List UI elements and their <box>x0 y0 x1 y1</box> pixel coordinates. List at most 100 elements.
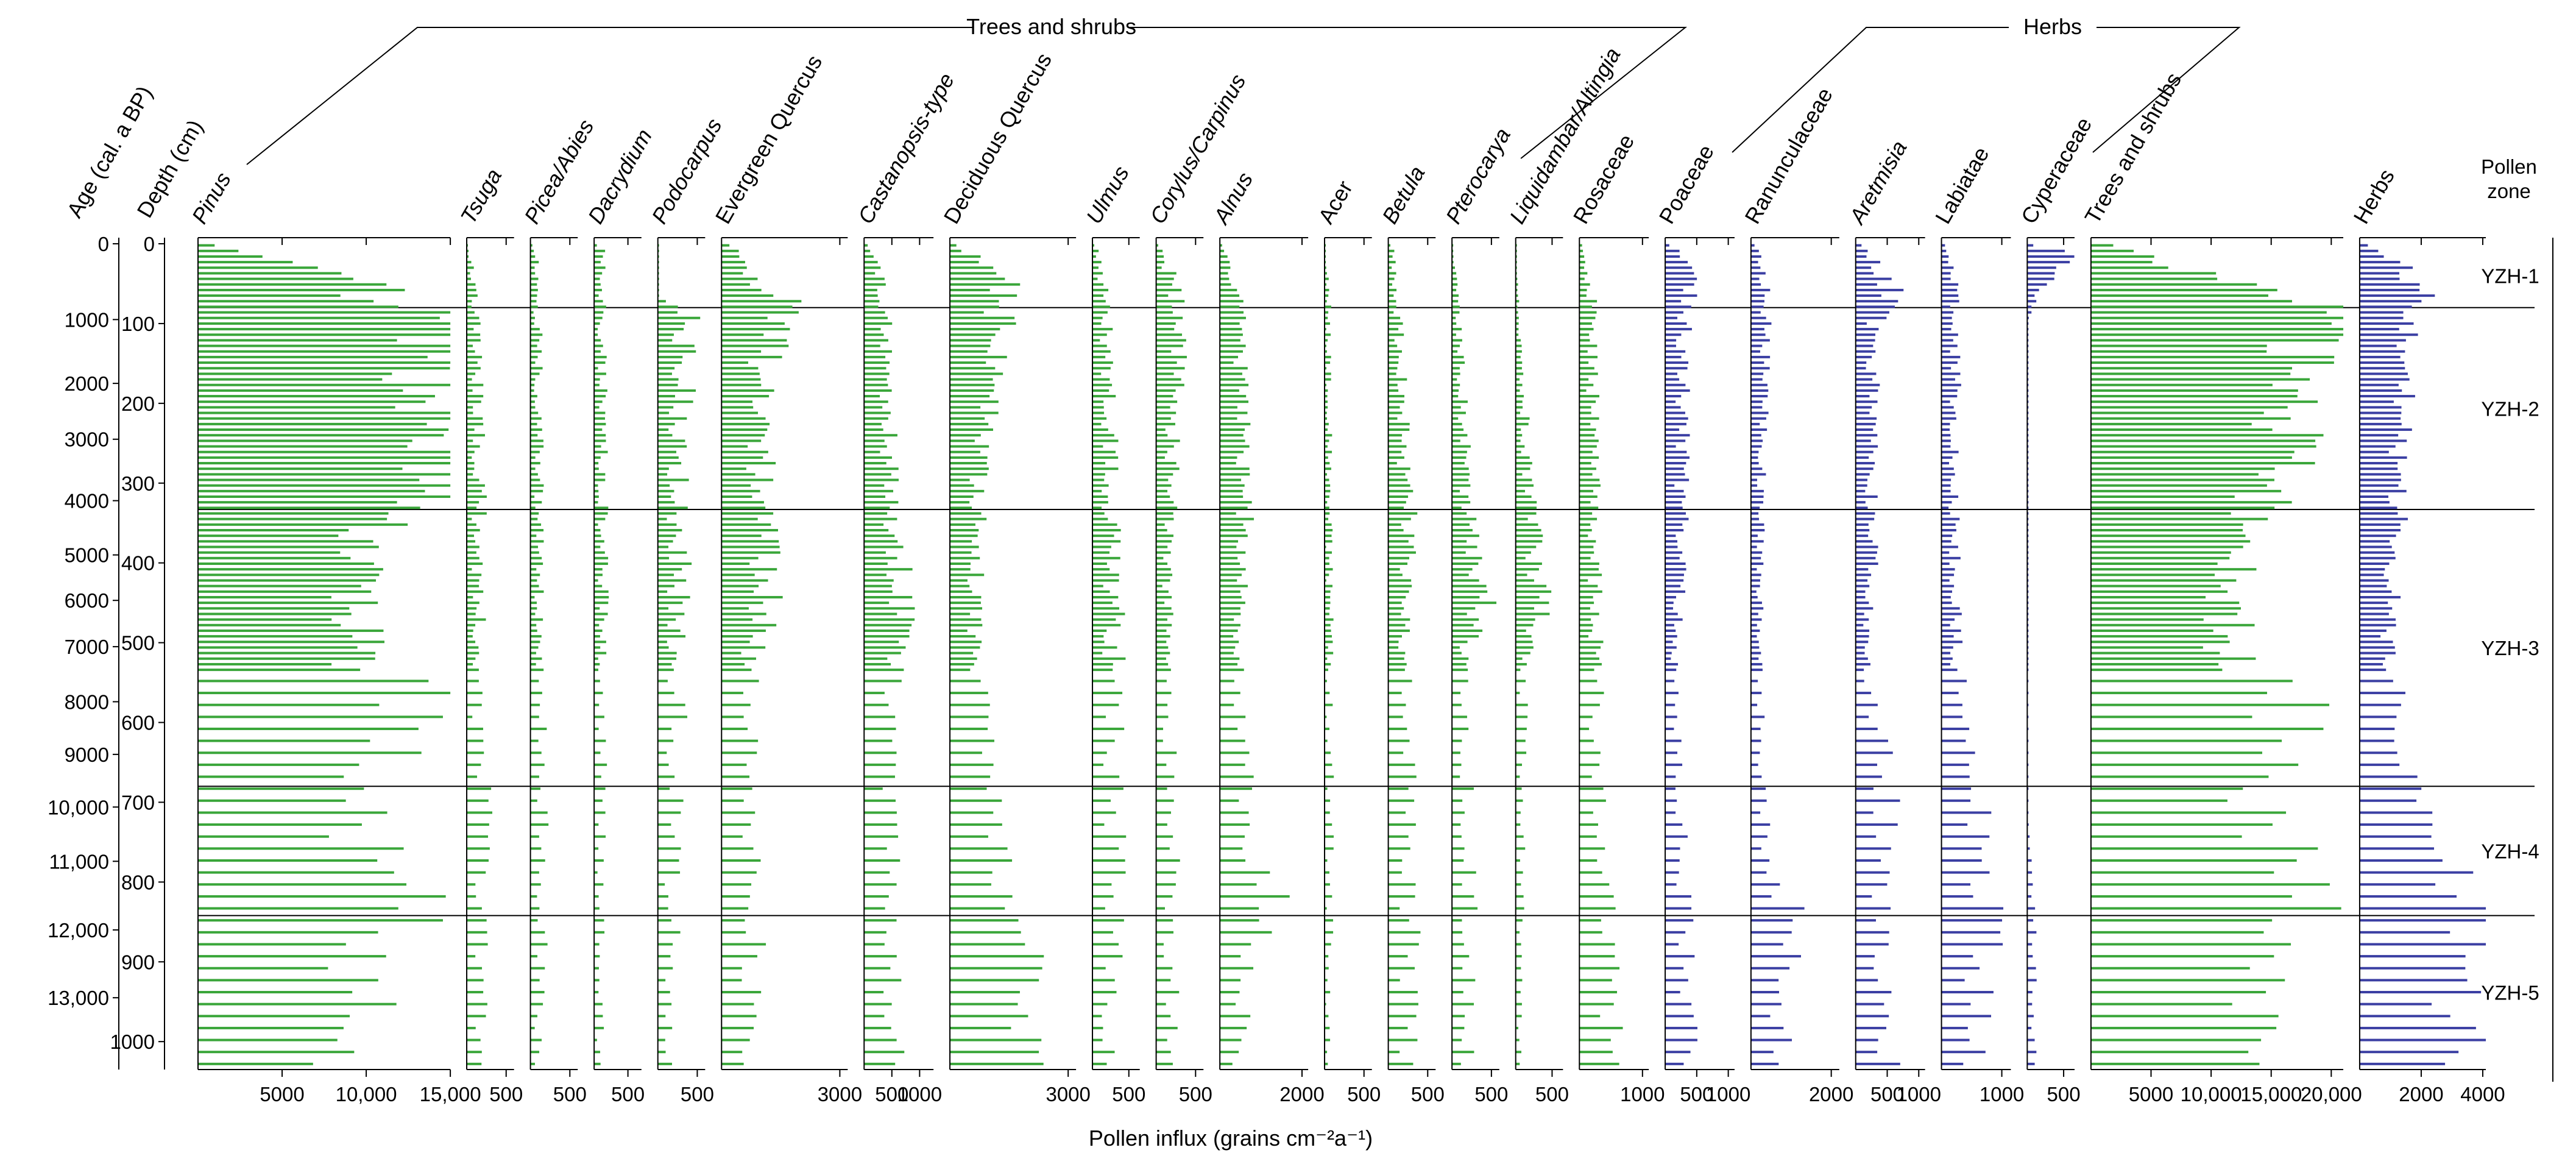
pollen-bar <box>1750 311 1761 314</box>
pollen-bar <box>1092 506 1102 509</box>
pollen-bar <box>2359 272 2399 275</box>
pollen-bar <box>2090 1003 2232 1006</box>
pollen-bar <box>864 540 898 543</box>
pollen-bar <box>1388 288 1397 291</box>
pollen-bar <box>1941 389 1958 392</box>
pollen-bar <box>1156 680 1167 683</box>
pollen-bar <box>1388 595 1406 598</box>
pollen-bar <box>2027 1015 2034 1018</box>
pollen-bar <box>1941 646 1953 649</box>
pollen-bar <box>1579 311 1597 314</box>
pollen-bar <box>1092 395 1116 398</box>
pollen-bar <box>1325 907 1327 910</box>
pollen-bar <box>864 1051 905 1054</box>
pollen-bar <box>864 799 896 802</box>
pollen-bar <box>1855 305 1895 308</box>
pollen-bar <box>1515 579 1534 582</box>
taxon-label: Liquidambar/Altingia <box>1504 43 1626 228</box>
pollen-bar <box>1579 400 1596 403</box>
pollen-bar <box>1665 662 1679 665</box>
pollen-bar <box>657 641 667 644</box>
pollen-bar <box>1452 328 1462 331</box>
pollen-bar <box>1092 590 1110 593</box>
pollen-bar <box>2090 328 2344 331</box>
pollen-bar <box>721 727 748 730</box>
pollen-bar <box>721 283 750 286</box>
pollen-bar <box>1092 715 1106 719</box>
pollen-bar <box>864 669 904 672</box>
pollen-bar <box>2359 883 2436 886</box>
pollen-bar <box>530 283 537 286</box>
pollen-bar <box>950 355 1007 358</box>
pollen-bar <box>1665 294 1697 297</box>
pollen-bar <box>1941 847 1982 850</box>
pollen-bar <box>530 579 537 582</box>
pollen-bar <box>467 763 481 766</box>
pollen-bar <box>1665 579 1684 582</box>
pollen-bar <box>1515 311 1518 314</box>
pollen-bar <box>1156 907 1165 910</box>
pollen-bar <box>1941 344 1958 347</box>
pollen-bar <box>1325 311 1329 314</box>
pollen-bar <box>1325 545 1326 548</box>
pollen-bar <box>1156 787 1167 790</box>
pollen-bar <box>1325 635 1332 638</box>
pollen-bar <box>1665 378 1680 381</box>
pollen-bar <box>1092 523 1117 526</box>
pollen-bar <box>1156 612 1173 616</box>
pollen-bar <box>594 361 606 364</box>
pollen-bar <box>1156 646 1169 649</box>
pollen-bar <box>950 669 971 672</box>
pollen-bar <box>1388 579 1412 582</box>
age-tick-label: 7000 <box>65 636 109 658</box>
pollen-bar <box>721 635 753 638</box>
pollen-bar <box>1665 602 1674 605</box>
pollen-bar <box>1579 895 1614 898</box>
pollen-bar <box>2090 473 2259 476</box>
pollen-bar <box>864 551 886 554</box>
pollen-bar <box>1220 495 1244 499</box>
pollen-bar <box>1092 540 1121 543</box>
pollen-bar <box>594 523 598 526</box>
pollen-bar <box>864 584 892 587</box>
pollen-bar <box>2359 389 2402 392</box>
pollen-bar <box>657 545 669 548</box>
pollen-bar <box>594 635 600 638</box>
pollen-bar <box>1388 456 1404 459</box>
pollen-bar <box>1579 763 1600 766</box>
pollen-bar <box>1665 501 1682 504</box>
pollen-bar <box>1665 692 1679 695</box>
pollen-bar <box>198 383 451 386</box>
pollen-bar <box>198 751 422 754</box>
pollen-bar <box>657 406 674 409</box>
pollen-bar <box>657 579 687 582</box>
pollen-bar <box>1388 528 1404 531</box>
pollen-bar <box>1941 501 1952 504</box>
pollen-bar <box>467 641 476 644</box>
pollen-bar <box>1579 255 1585 258</box>
pollen-bar <box>1855 255 1867 258</box>
depth-tick-label: 600 <box>121 712 155 734</box>
pollen-bar <box>594 651 607 655</box>
pollen-bar <box>198 590 372 593</box>
pollen-bar <box>1941 1051 1986 1054</box>
pollen-bar <box>1941 406 1954 409</box>
pollen-bar <box>1855 823 1898 826</box>
pollen-bar <box>1388 895 1415 898</box>
pollen-bar <box>2359 244 2368 247</box>
pollen-bar <box>2090 422 2252 425</box>
pollen-bar <box>1750 467 1763 470</box>
pollen-bar <box>657 311 678 314</box>
pollen-bar <box>198 450 451 453</box>
pollen-bar <box>864 350 892 353</box>
pollen-bar <box>1452 859 1464 862</box>
pollen-bar <box>467 556 479 559</box>
pollen-bar <box>1325 919 1334 922</box>
pollen-bar <box>1579 283 1590 286</box>
pollen-bar <box>530 883 541 886</box>
pollen-bar <box>1156 629 1167 632</box>
pollen-bar <box>2359 294 2435 297</box>
pollen-bar <box>657 715 688 719</box>
pollen-bar <box>2027 943 2033 946</box>
pollen-bar <box>2090 847 2318 850</box>
